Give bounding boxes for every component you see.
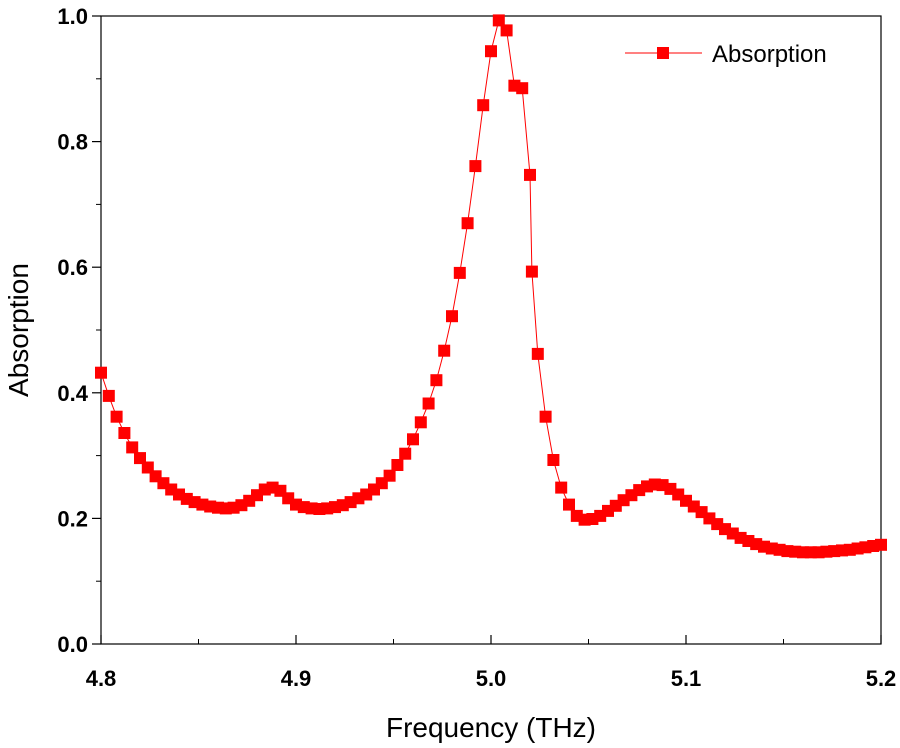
x-tick-label: 4.8 [86, 666, 117, 691]
series-line [100, 19, 882, 553]
data-point [492, 14, 505, 27]
y-tick-label: 1.0 [57, 4, 88, 29]
data-point [524, 168, 536, 181]
y-tick-label: 0.4 [57, 381, 88, 406]
x-axis-ticks: 4.8 4.9 5.0 5.1 5.2 [86, 635, 897, 691]
data-point [453, 266, 466, 279]
data-point [485, 45, 497, 58]
data-point [297, 501, 310, 514]
y-axis-ticks: 0.0 0.2 0.4 0.6 0.8 1.0 [57, 4, 101, 657]
data-point [134, 452, 146, 465]
data-point [555, 481, 568, 494]
data-point [539, 410, 552, 423]
data-point [531, 347, 544, 360]
data-point [430, 374, 443, 387]
data-point [469, 160, 482, 173]
data-point [118, 427, 131, 439]
x-axis-title: Frequency (THz) [386, 712, 596, 743]
data-point [695, 506, 708, 519]
data-point [422, 397, 435, 410]
data-point [391, 459, 404, 471]
legend-marker [657, 47, 669, 59]
data-point [563, 498, 575, 511]
x-tick-label: 4.9 [281, 666, 312, 691]
data-point [477, 99, 490, 112]
x-tick-label: 5.2 [866, 666, 897, 691]
y-tick-label: 0.2 [57, 506, 88, 531]
legend: Absorption [625, 41, 827, 68]
y-tick-label: 0.6 [57, 255, 88, 280]
data-point [500, 24, 513, 37]
data-point [110, 410, 123, 423]
y-tick-label: 0.0 [57, 632, 88, 657]
data-point [399, 447, 412, 460]
data-point [383, 469, 396, 482]
series-layer [95, 14, 887, 559]
data-point [95, 366, 107, 379]
x-tick-label: 5.0 [476, 666, 507, 691]
data-point [875, 538, 887, 551]
data-point [438, 344, 451, 357]
data-point [414, 416, 427, 429]
data-point [329, 501, 341, 514]
data-point [102, 389, 115, 402]
y-tick-label: 0.8 [57, 130, 88, 155]
data-point [461, 217, 474, 230]
legend-label: Absorption [712, 41, 827, 68]
y-axis-title: Absorption [3, 263, 34, 397]
data-point [126, 441, 139, 454]
data-point [407, 433, 419, 446]
x-tick-label: 5.1 [671, 666, 702, 691]
data-point [547, 454, 560, 466]
data-point [446, 310, 458, 323]
data-point [525, 265, 538, 278]
data-point [516, 82, 529, 95]
